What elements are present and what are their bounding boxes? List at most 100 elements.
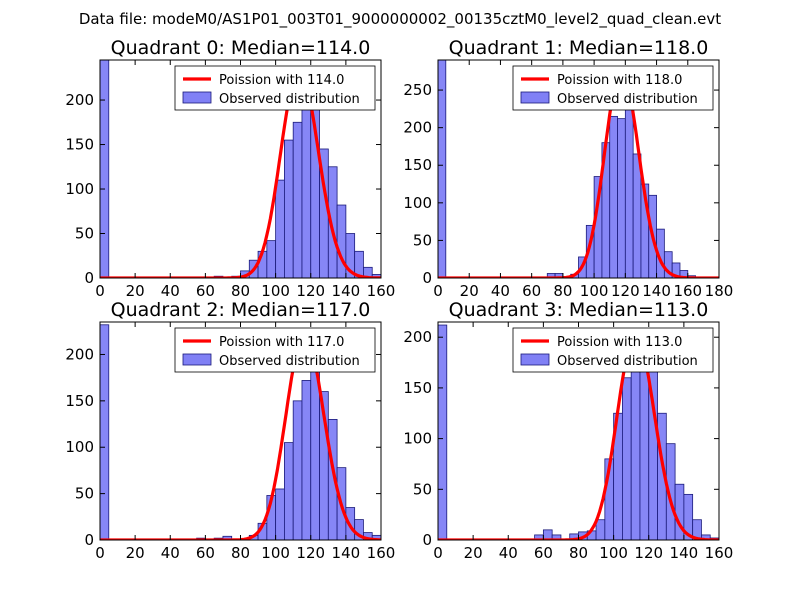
histogram-bar <box>284 442 294 540</box>
histogram-bar <box>595 519 606 540</box>
x-tick-label: 160 <box>705 544 734 562</box>
x-tick-label: 0 <box>433 282 443 300</box>
x-tick-label: 0 <box>95 544 105 562</box>
y-tick-label: 50 <box>75 485 94 503</box>
chart-quadrant-3: 0 20 40 60 80 100 120 140 160 0 50 100 150 200 Quadran… <box>403 299 733 562</box>
y-tick-label: 150 <box>403 156 432 174</box>
chart-title: Quadrant 0: Median=114.0 <box>111 37 371 59</box>
histogram-bar <box>275 179 285 278</box>
y-tick-label: 50 <box>413 231 432 249</box>
y-tick-label: 50 <box>413 480 432 498</box>
x-tick-label: 20 <box>460 282 479 300</box>
axes-frame <box>437 59 720 279</box>
chart-quadrant-0: 0 20 40 60 80 100 120 140 160 0 50 100 150 200 Quadran… <box>65 37 395 300</box>
data-marks <box>438 60 719 278</box>
histogram-bar <box>354 250 364 278</box>
legend: Poission with 114.0 Observed distribution <box>174 65 376 111</box>
legend: Poission with 118.0 Observed distribution <box>512 65 714 111</box>
legend-bar-swatch <box>520 91 550 104</box>
x-tick-label: 40 <box>161 544 180 562</box>
legend-bar-label: Observed distribution <box>219 354 360 369</box>
x-tick-label: 60 <box>196 544 215 562</box>
x-tick-label: 80 <box>231 544 250 562</box>
x-tick-label: 80 <box>231 282 250 300</box>
legend-line-label: Poission with 114.0 <box>219 73 344 88</box>
x-tick-label: 120 <box>296 544 325 562</box>
y-tick-label: 250 <box>403 81 432 99</box>
y-tick-label: 150 <box>65 136 94 154</box>
x-tick-label: 60 <box>196 282 215 300</box>
x-tick-label: 100 <box>261 544 290 562</box>
histogram-bar <box>222 535 233 540</box>
x-tick-label: 0 <box>433 544 443 562</box>
y-tick-label: 50 <box>75 225 94 243</box>
legend-line-label: Poission with 113.0 <box>557 335 682 350</box>
chart-quadrant-2: 0 20 40 60 80 100 120 140 160 0 50 100 150 200 Quadran… <box>65 299 395 562</box>
histogram-bar <box>617 118 626 278</box>
x-tick-label: 180 <box>705 282 734 300</box>
x-tick-label: 160 <box>367 282 396 300</box>
chart-panels: 0 20 40 60 80 100 120 140 160050100150200Quadran… <box>65 37 733 562</box>
x-tick-label: 160 <box>367 544 396 562</box>
legend-bar-label: Observed distribution <box>557 92 698 107</box>
y-tick-label: 150 <box>65 392 94 410</box>
x-tick-label: 80 <box>553 282 572 300</box>
y-tick-label: 0 <box>422 269 432 287</box>
x-tick-label: 60 <box>534 544 553 562</box>
y-tick-label: 150 <box>403 379 432 397</box>
histogram-bar <box>266 240 277 278</box>
chart-title: Quadrant 3: Median=113.0 <box>449 299 709 321</box>
x-tick-label: 100 <box>261 282 290 300</box>
x-tick-label: 80 <box>569 544 588 562</box>
histogram-bar <box>275 488 285 540</box>
legend-bar-label: Observed distribution <box>219 92 360 107</box>
histogram-bar <box>363 266 373 278</box>
histogram-bar <box>292 400 303 540</box>
y-tick-label: 200 <box>65 91 94 109</box>
legend-bar-swatch <box>182 91 212 104</box>
x-tick-label: 20 <box>126 544 145 562</box>
y-tick-label: 0 <box>84 531 94 549</box>
x-tick-label: 160 <box>673 282 702 300</box>
chart-quadrant-1: 0 20 40 60 80 100 120 140 160 180050100150200250Q… <box>403 37 733 300</box>
histogram-bar <box>692 519 702 540</box>
legend: Poission with 117.0 Observed distribution <box>174 327 376 373</box>
histogram-bar <box>438 60 447 278</box>
histogram-bar <box>336 204 347 278</box>
chart-title: Quadrant 2: Median=117.0 <box>111 299 371 321</box>
histogram-bar <box>632 153 642 278</box>
y-tick-label: 200 <box>403 119 432 137</box>
histogram-bar <box>639 352 650 540</box>
x-tick-label: 40 <box>161 282 180 300</box>
histogram-bar <box>683 493 694 540</box>
x-tick-label: 40 <box>499 544 518 562</box>
x-tick-label: 60 <box>522 282 541 300</box>
x-tick-label: 120 <box>611 282 640 300</box>
poisson-curve <box>438 68 719 278</box>
histogram-bar <box>100 324 110 540</box>
x-tick-label: 40 <box>491 282 510 300</box>
x-tick-label: 100 <box>580 282 609 300</box>
x-tick-label: 0 <box>95 282 105 300</box>
x-tick-label: 20 <box>126 282 145 300</box>
histogram-bar <box>301 380 312 540</box>
histogram-bar <box>284 139 294 278</box>
y-tick-label: 200 <box>403 328 432 346</box>
legend-line-label: Poission with 118.0 <box>557 73 682 88</box>
histogram-bar <box>701 534 711 540</box>
y-tick-label: 100 <box>65 438 94 456</box>
legend: Poission with 113.0 Observed distribution <box>512 327 714 373</box>
histogram-bar <box>438 324 448 540</box>
y-tick-label: 100 <box>65 180 94 198</box>
y-tick-label: 100 <box>403 194 432 212</box>
legend-bar-label: Observed distribution <box>557 354 698 369</box>
figure-suptitle: Data file: modeM0/AS1P01_003T01_90000000… <box>79 10 721 29</box>
y-tick-label: 200 <box>65 345 94 363</box>
legend-bar-swatch <box>182 353 212 366</box>
x-tick-label: 140 <box>332 544 361 562</box>
x-tick-label: 100 <box>599 544 628 562</box>
y-tick-label: 100 <box>403 430 432 448</box>
histogram-bar <box>609 115 618 278</box>
chart-title: Quadrant 1: Median=118.0 <box>449 37 709 59</box>
